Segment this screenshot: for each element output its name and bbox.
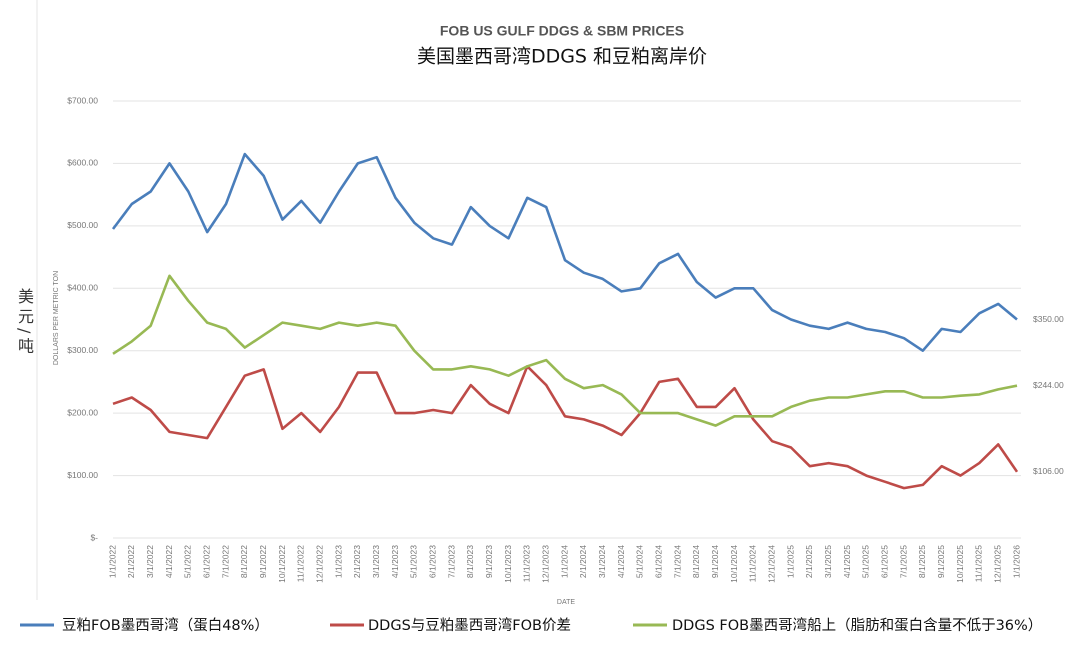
legend-label: 豆粕FOB墨西哥湾（蛋白48%） — [62, 617, 269, 634]
x-tick-label: 5/1/2023 — [409, 545, 419, 578]
x-tick-label: 2/1/2022 — [126, 545, 136, 578]
x-tick-label: 12/1/2022 — [314, 545, 324, 583]
x-tick-label: 2/1/2025 — [804, 545, 814, 578]
chart-subtitle: 美国墨西哥湾DDGS 和豆粕离岸价 — [417, 46, 707, 68]
y-tick-label: $400.00 — [67, 283, 98, 293]
x-tick-label: 12/1/2023 — [540, 545, 550, 583]
series-line — [112, 365, 1019, 490]
chart-title: FOB US GULF DDGS & SBM PRICES — [440, 23, 684, 39]
x-tick-label: 1/1/2025 — [785, 545, 795, 578]
x-tick-label: 1/1/2022 — [107, 545, 117, 578]
y-tick-label: $600.00 — [67, 158, 98, 168]
x-tick-label: 9/1/2025 — [936, 545, 946, 578]
unit-label: 美元/吨 — [15, 288, 34, 358]
x-tick-label: 10/1/2025 — [955, 545, 965, 583]
legend-label: DDGS FOB墨西哥湾船上（脂肪和蛋白含量不低于36%） — [672, 617, 1042, 634]
series-line — [112, 274, 1018, 427]
x-tick-label: 3/1/2022 — [145, 545, 155, 578]
x-tick-label: 7/1/2022 — [220, 545, 230, 578]
x-tick-label: 1/1/2026 — [1011, 545, 1021, 578]
x-tick-label: 5/1/2024 — [635, 545, 645, 578]
x-tick-label: 6/1/2022 — [201, 545, 211, 578]
x-tick-label: 7/1/2024 — [672, 545, 682, 578]
x-tick-label: 11/1/2024 — [748, 545, 758, 582]
x-tick-label: 8/1/2025 — [917, 545, 927, 578]
legend-label: DDGS与豆粕墨西哥湾FOB价差 — [368, 617, 571, 634]
value-label: $350.00 — [1033, 314, 1064, 324]
x-tick-label: 11/1/2025 — [974, 545, 984, 582]
x-tick-label: 8/1/2023 — [465, 545, 475, 578]
x-tick-label: 10/1/2024 — [729, 545, 739, 583]
y-tick-label: $- — [90, 532, 98, 542]
x-tick-label: 9/1/2024 — [710, 545, 720, 578]
series-line — [111, 152, 1018, 352]
x-tick-label: 10/1/2023 — [503, 545, 513, 583]
x-tick-label: 8/1/2022 — [239, 545, 249, 578]
x-tick-label: 4/1/2024 — [616, 545, 626, 578]
x-tick-label: 6/1/2023 — [427, 545, 437, 578]
x-tick-label: 1/1/2024 — [559, 545, 569, 578]
x-tick-label: 4/1/2022 — [164, 545, 174, 578]
x-tick-label: 6/1/2024 — [653, 545, 663, 578]
y-axis-label: DOLLARS PER METRIC TON — [53, 271, 60, 365]
x-tick-label: 3/1/2024 — [597, 545, 607, 578]
value-label: $106.00 — [1033, 466, 1064, 476]
y-tick-label: $500.00 — [67, 220, 98, 230]
x-tick-label: 10/1/2022 — [277, 545, 287, 583]
x-tick-label: 3/1/2023 — [371, 545, 381, 578]
x-tick-label: 11/1/2023 — [522, 545, 532, 582]
value-label: $244.00 — [1033, 380, 1064, 390]
x-tick-label: 6/1/2025 — [879, 545, 889, 578]
x-tick-label: 4/1/2025 — [842, 545, 852, 578]
x-tick-label: 5/1/2025 — [861, 545, 871, 578]
x-tick-label: 1/1/2023 — [333, 545, 343, 578]
x-tick-label: 12/1/2024 — [766, 545, 776, 583]
x-tick-label: 5/1/2022 — [183, 545, 193, 578]
x-tick-label: 9/1/2022 — [258, 545, 268, 578]
x-tick-label: 7/1/2023 — [446, 545, 456, 578]
x-axis-label: DATE — [557, 599, 575, 606]
y-tick-label: $300.00 — [67, 345, 98, 355]
x-tick-label: 2/1/2023 — [352, 545, 362, 578]
x-tick-label: 11/1/2022 — [296, 545, 306, 582]
x-tick-label: 12/1/2025 — [992, 545, 1002, 583]
y-tick-label: $200.00 — [67, 407, 98, 417]
x-tick-label: 4/1/2023 — [390, 545, 400, 578]
y-tick-label: $700.00 — [67, 95, 98, 105]
y-tick-label: $100.00 — [67, 470, 98, 480]
x-tick-label: 8/1/2024 — [691, 545, 701, 578]
x-tick-label: 9/1/2023 — [484, 545, 494, 578]
x-tick-label: 2/1/2024 — [578, 545, 588, 578]
x-tick-label: 3/1/2025 — [823, 545, 833, 578]
x-tick-label: 7/1/2025 — [898, 545, 908, 578]
